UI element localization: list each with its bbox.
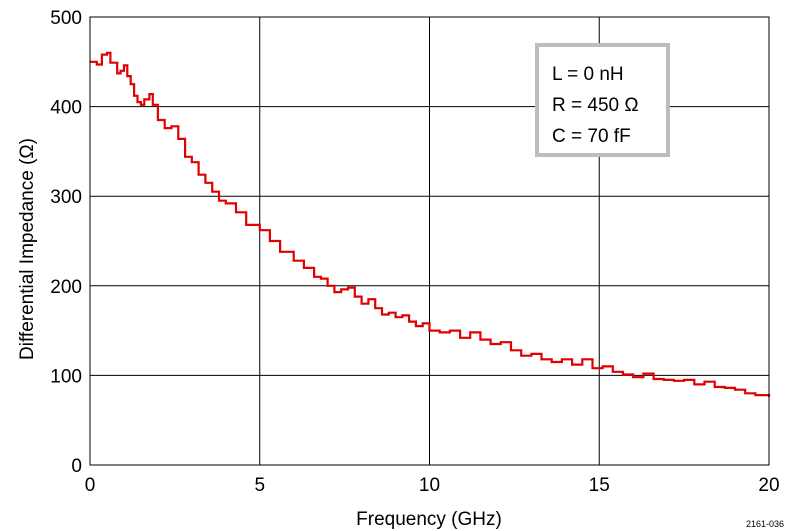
annotation-capacitance: C = 70 fF bbox=[552, 126, 631, 147]
y-tick-label: 200 bbox=[50, 277, 82, 298]
y-tick-label: 300 bbox=[50, 187, 82, 208]
annotation-inductance: L = 0 nH bbox=[552, 64, 624, 85]
parameter-box-frame bbox=[535, 43, 670, 157]
parameter-box: L = 0 nH R = 450 Ω C = 70 fF bbox=[535, 43, 670, 157]
x-tick-label: 20 bbox=[758, 475, 779, 496]
series-line bbox=[90, 51, 771, 397]
figure-id: 2161-036 bbox=[746, 519, 784, 529]
x-axis-title: Frequency (GHz) bbox=[356, 509, 502, 530]
y-tick-label: 100 bbox=[50, 366, 82, 387]
x-tick-label: 10 bbox=[419, 475, 440, 496]
x-tick-label: 15 bbox=[589, 475, 610, 496]
x-tick-label: 5 bbox=[254, 475, 265, 496]
annotation-resistance: R = 450 Ω bbox=[552, 95, 639, 116]
plot-frame bbox=[89, 16, 770, 466]
y-axis-title: Differential Impedance (Ω) bbox=[17, 138, 38, 360]
y-tick-label: 500 bbox=[50, 8, 82, 29]
y-tick-label: 400 bbox=[50, 98, 82, 119]
x-tick-label: 0 bbox=[85, 475, 96, 496]
y-tick-label: 0 bbox=[71, 456, 82, 477]
